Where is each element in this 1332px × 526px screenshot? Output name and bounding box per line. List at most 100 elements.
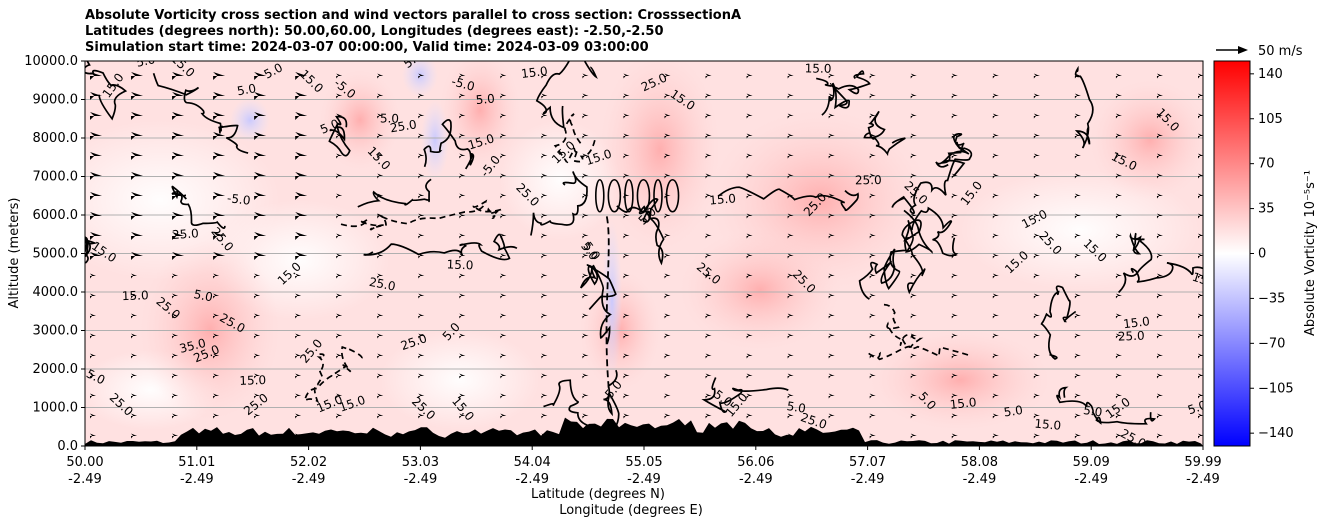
field-blob xyxy=(600,61,720,250)
contour-line xyxy=(171,185,226,229)
wind-vector-arrow xyxy=(459,373,466,379)
wind-vector-arrow xyxy=(787,293,794,299)
wind-vector-arrow xyxy=(172,293,179,299)
wind-vector-arrow xyxy=(172,433,179,439)
wind-vector-arrow xyxy=(459,393,466,399)
wind-vector-arrow xyxy=(541,353,548,359)
wind-vector-arrow xyxy=(541,173,548,179)
wind-vector-arrow xyxy=(664,333,671,339)
wind-vector-arrow xyxy=(418,373,425,379)
wind-vector-arrow xyxy=(295,293,302,299)
wind-vector-arrow xyxy=(1115,153,1122,159)
wind-vector-arrow xyxy=(951,133,958,139)
wind-vector-arrow xyxy=(1074,193,1081,199)
wind-vector-arrow xyxy=(623,313,630,319)
wind-vector-arrow xyxy=(418,93,425,99)
wind-vector-arrow xyxy=(1156,133,1163,139)
wind-vector-arrow xyxy=(705,113,712,119)
wind-vector-arrow xyxy=(1198,293,1203,299)
chart-title-line-1: Absolute Vorticity cross section and win… xyxy=(85,8,742,23)
wind-vector-arrow xyxy=(295,353,302,359)
contour-label: 15.0 xyxy=(805,61,832,75)
wind-vector-arrow xyxy=(541,333,548,339)
wind-vector-arrow xyxy=(787,233,794,239)
wind-vector-arrow xyxy=(910,133,917,139)
y-tick-label: 10000.0 xyxy=(24,54,78,69)
y-tick-label: 1000.0 xyxy=(33,401,79,416)
contour-label: 25.0 xyxy=(855,173,882,187)
wind-vector-arrow xyxy=(459,293,466,299)
wind-vector-arrow xyxy=(90,293,96,299)
wind-vector-arrow xyxy=(1033,93,1040,99)
wind-vector-arrow xyxy=(1198,393,1203,399)
wind-vector-arrow xyxy=(910,73,917,79)
wind-vector-arrow xyxy=(1033,213,1040,219)
x-axis: 50.00 -2.49 51.01 -2.49 52.02 -2.49 53.03 -2.49… xyxy=(66,446,1222,487)
wind-vector-arrow xyxy=(377,213,384,219)
wind-vector-arrow xyxy=(131,72,144,80)
wind-vector-arrow xyxy=(418,333,425,339)
wind-vector-arrow xyxy=(213,252,226,260)
wind-vector-arrow xyxy=(705,193,712,199)
y-tick-label: 7000.0 xyxy=(33,170,79,185)
wind-vector-arrow xyxy=(213,212,226,220)
wind-vector-arrow xyxy=(582,293,589,299)
wind-vector-arrow xyxy=(992,133,999,139)
wind-vector-arrow xyxy=(1115,353,1122,359)
wind-vector-arrow xyxy=(1198,233,1203,239)
wind-vector-arrow xyxy=(1074,313,1081,319)
x-tick-label-lat: 53.03 xyxy=(402,455,439,470)
wind-vector-arrow xyxy=(582,193,589,199)
contour-line xyxy=(363,233,518,261)
wind-vector-arrow xyxy=(1033,333,1040,339)
y-tick-label: 8000.0 xyxy=(33,131,79,146)
wind-vector-arrow xyxy=(828,233,835,239)
wind-vector-arrow xyxy=(951,293,958,299)
wind-vector-arrow xyxy=(254,353,261,359)
wind-vector-arrow xyxy=(172,92,185,100)
wind-vector-arrow xyxy=(131,293,138,299)
field-blob xyxy=(230,98,270,142)
wind-vector-arrow xyxy=(623,213,630,219)
contour-label: -5.0 xyxy=(450,74,476,94)
wind-vector-arrow xyxy=(90,393,96,399)
contour-line xyxy=(911,206,959,257)
wind-vector-arrow xyxy=(787,93,794,99)
wind-vector-arrow xyxy=(541,253,548,259)
wind-vector-arrow xyxy=(1198,273,1203,279)
contour-label: 35.0 xyxy=(178,336,207,356)
wind-vector-arrow xyxy=(910,233,917,239)
wind-vector-arrow xyxy=(582,253,589,259)
wind-vector-arrow xyxy=(1074,253,1081,259)
wind-vector-arrow xyxy=(1074,113,1081,119)
wind-vector-arrow xyxy=(1198,173,1203,179)
wind-vector-arrow xyxy=(1074,413,1081,419)
wind-vector-arrow xyxy=(746,93,753,99)
contour-line xyxy=(530,171,588,236)
wind-vector-arrow xyxy=(336,113,343,119)
contour-label: 25.0 xyxy=(1118,329,1145,344)
wind-vector-arrow xyxy=(787,333,794,339)
wind-vector-arrow xyxy=(664,133,671,139)
wind-vector-arrow xyxy=(869,233,876,239)
contour-label: 5.0 xyxy=(401,48,425,71)
wind-vector-arrow xyxy=(377,333,384,339)
wind-vector-arrow xyxy=(1115,133,1122,139)
wind-vector-arrow xyxy=(418,273,425,279)
wind-vector-arrow xyxy=(1156,213,1163,219)
wind-vector-arrow xyxy=(664,213,671,219)
wind-vector-arrow xyxy=(1156,313,1163,319)
contour-line xyxy=(891,141,973,215)
wind-vector-arrow xyxy=(828,133,835,139)
wind-vector-arrow xyxy=(992,153,999,159)
wind-vector-arrow xyxy=(992,213,999,219)
wind-vector-arrow xyxy=(418,293,425,299)
wind-vector-arrow xyxy=(1115,333,1122,339)
wind-vector-arrow xyxy=(582,133,589,139)
colorbar-tick-label: 140 xyxy=(1258,67,1283,82)
wind-vector-arrow xyxy=(951,113,958,119)
contour-label: -5.0 xyxy=(226,191,251,208)
contour-label: 5.0 xyxy=(193,287,214,304)
wind-vector-arrow xyxy=(705,233,712,239)
wind-vector-arrow xyxy=(90,192,102,200)
